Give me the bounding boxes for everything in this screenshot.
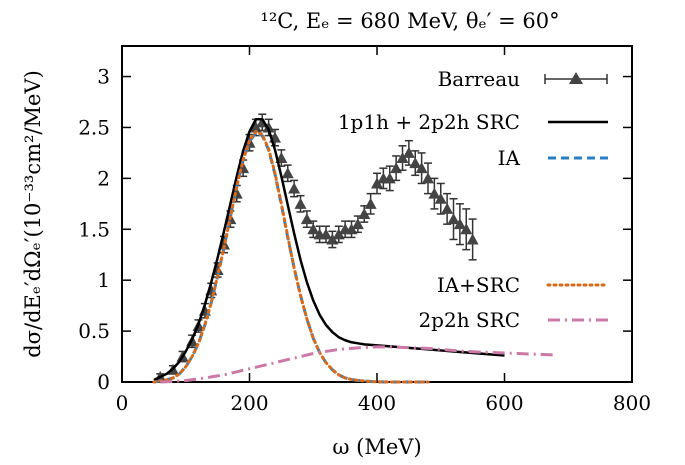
y-axis-label: dσ/dEₑ′dΩₑ′(10⁻³³cm²/MeV)	[21, 70, 45, 358]
axis-ticks	[121, 46, 633, 383]
data-point	[409, 157, 422, 169]
y-tick-label: 1.5	[78, 217, 110, 241]
data-point	[326, 233, 339, 245]
data-point	[428, 187, 441, 199]
data-point	[371, 177, 383, 189]
data-point	[294, 197, 307, 209]
data-point	[396, 152, 409, 163]
data-point	[422, 172, 434, 184]
series-1p1h-2p2h-src	[153, 118, 505, 382]
data-point	[320, 228, 332, 240]
y-tick-label: 3	[97, 65, 110, 89]
legend-marker	[569, 72, 583, 84]
x-tick-label: 600	[485, 391, 523, 415]
data-point	[390, 162, 403, 174]
data-point	[249, 121, 262, 133]
legend-label: 2p2h SRC	[418, 308, 520, 332]
data-point	[288, 182, 301, 194]
data-point	[402, 146, 415, 158]
data-point	[434, 192, 447, 204]
data-point	[332, 228, 345, 240]
x-tick-label: 800	[613, 391, 651, 415]
data-point	[415, 162, 428, 174]
data-point	[453, 218, 466, 230]
series-barreau	[154, 113, 479, 382]
legend-label: IA	[498, 146, 521, 170]
series-layer	[152, 113, 556, 384]
x-axis-label: ω (MeV)	[332, 435, 421, 459]
series-ia-src	[152, 130, 430, 384]
data-point	[345, 223, 358, 235]
y-tick-label: 1	[97, 268, 110, 292]
y-tick-label: 0.5	[78, 319, 110, 343]
legend: Barreau 1p1h + 2p2h SRC IA IA+SRC 2p2h SRC	[338, 67, 610, 332]
data-point	[351, 218, 364, 230]
x-tick-label: 200	[230, 391, 268, 415]
series-2p2h-src	[160, 345, 556, 384]
data-point	[364, 197, 377, 209]
y-tick-label: 0	[97, 370, 110, 394]
data-point	[281, 167, 294, 179]
y-tick-label: 2	[97, 166, 110, 190]
x-tick-label: 400	[358, 391, 396, 415]
data-point	[466, 233, 479, 245]
data-point	[307, 223, 320, 235]
legend-label: Barreau	[438, 67, 521, 91]
chart-title: ¹²C, Eₑ = 680 MeV, θₑ′ = 60°	[260, 9, 559, 33]
legend-label: IA+SRC	[437, 273, 520, 297]
x-tick-label: 0	[116, 391, 129, 415]
data-point	[460, 223, 473, 235]
tick-labels: 0 200 400 600 800 0 0.5 1 1.5 2 2.5 3	[78, 65, 651, 415]
legend-label: 1p1h + 2p2h SRC	[338, 110, 520, 134]
y-tick-label: 2.5	[78, 115, 110, 139]
data-point	[441, 202, 454, 214]
data-point	[358, 208, 371, 219]
data-point	[300, 213, 313, 225]
data-point	[447, 213, 460, 225]
